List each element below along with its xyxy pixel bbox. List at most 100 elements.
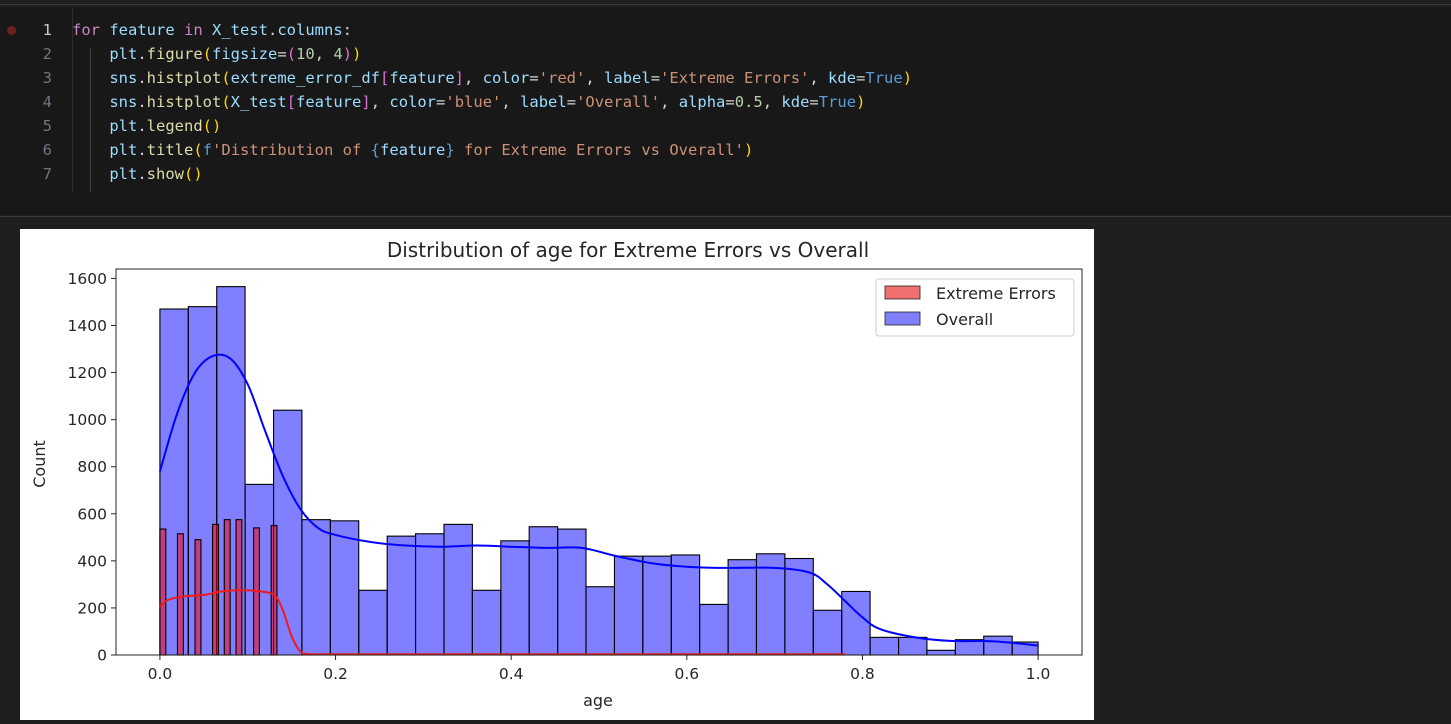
code-token: = — [809, 93, 819, 111]
code-token: ) — [902, 69, 913, 87]
code-token — [72, 165, 109, 183]
histogram-bar-overall — [699, 603, 729, 656]
code-token: . — [137, 45, 147, 63]
histogram-bar-extreme-errors — [159, 528, 167, 656]
histogram-bar-overall — [187, 306, 218, 656]
histogram-bar-overall — [585, 586, 616, 656]
code-token — [72, 69, 109, 87]
code-text[interactable]: plt.legend() — [72, 114, 221, 138]
legend-swatch-extreme-errors — [884, 285, 921, 300]
code-token: ( — [202, 45, 213, 63]
code-token: = — [856, 69, 866, 87]
code-token: feature — [296, 93, 362, 111]
histogram-bar-overall — [812, 609, 843, 656]
legend-swatch-overall — [884, 311, 921, 326]
code-token: = — [566, 93, 577, 111]
code-token: label — [520, 93, 567, 111]
y-tick-label: 600 — [77, 505, 107, 523]
indent-guide — [90, 48, 91, 192]
code-token: 0.5 — [734, 93, 763, 111]
code-text[interactable]: sns.histplot(extreme_error_df[feature], … — [72, 66, 912, 90]
code-token: 'red' — [538, 69, 586, 87]
code-token: plt — [109, 165, 138, 183]
code-token: , — [370, 93, 390, 111]
code-line[interactable]: 5 plt.legend() — [0, 114, 1451, 138]
code-token: ( — [286, 45, 297, 63]
code-text[interactable]: sns.histplot(X_test[feature], color='blu… — [72, 90, 865, 114]
code-token: figsize — [212, 45, 278, 63]
breakpoint-icon[interactable] — [7, 26, 16, 35]
code-token: 'blue' — [445, 93, 502, 111]
code-token: , — [762, 93, 782, 111]
histogram-bar-overall — [471, 589, 502, 656]
code-line[interactable]: 3 sns.histplot(extreme_error_df[feature]… — [0, 66, 1451, 90]
code-token: ) — [856, 93, 866, 111]
line-number: 3 — [42, 69, 52, 87]
y-tick-label: 200 — [77, 599, 107, 617]
code-token: 'Distribution of — [212, 141, 371, 159]
histogram-bar-overall — [557, 528, 587, 656]
histogram-bar-overall — [443, 523, 473, 656]
code-token: . — [137, 117, 147, 135]
code-token: . — [137, 69, 147, 87]
code-token: f — [202, 141, 213, 159]
histogram-bar-extreme-errors — [235, 519, 243, 656]
code-token: title — [146, 141, 194, 159]
y-tick-label: 800 — [77, 458, 107, 476]
y-tick-label: 1200 — [68, 364, 107, 382]
code-token — [72, 93, 109, 111]
code-line[interactable]: 6 plt.title(f'Distribution of {feature} … — [0, 138, 1451, 162]
code-text[interactable]: plt.show() — [72, 162, 202, 186]
histogram-bar-overall — [869, 636, 900, 656]
legend-label-extreme-errors: Extreme Errors — [936, 284, 1056, 303]
histogram-bar-overall — [926, 649, 956, 656]
code-token: , — [501, 93, 521, 111]
histogram-bar-overall — [272, 409, 303, 656]
code-token: histplot — [146, 69, 222, 87]
y-tick-label: 1600 — [68, 270, 107, 288]
line-number: 1 — [42, 21, 52, 39]
code-token: 10 — [296, 45, 315, 63]
histogram-chart: Distribution of age for Extreme Errors v… — [30, 238, 1083, 710]
code-token: = — [277, 45, 287, 63]
extreme-errors-kde-line — [159, 589, 845, 656]
code-cell[interactable]: 1 for feature in X_test.columns: 2 plt.fig… — [0, 7, 1451, 215]
code-token: show — [146, 165, 184, 183]
code-line[interactable]: 2 plt.figure(figsize=(10, 4)) — [0, 42, 1451, 66]
x-tick-label: 0.8 — [850, 665, 875, 683]
code-token: 'Extreme Errors' — [660, 69, 810, 87]
x-axis-label: age — [583, 691, 613, 710]
code-token: ) — [342, 45, 353, 63]
code-token: . — [267, 21, 278, 39]
code-text[interactable]: plt.title(f'Distribution of {feature} fo… — [72, 138, 753, 162]
y-axis-ticks: 0 200 400 600 800 1000 1200 1400 1600 — [68, 270, 116, 665]
y-tick-label: 400 — [77, 552, 107, 570]
code-text[interactable]: for feature in X_test.columns: — [72, 18, 352, 42]
code-token: legend — [146, 117, 203, 135]
code-token: True — [865, 69, 903, 87]
code-token: plt — [109, 141, 138, 159]
code-token: color — [389, 93, 437, 111]
code-token: ( — [193, 141, 203, 159]
code-token: = — [529, 69, 539, 87]
code-line[interactable]: 7 plt.show() — [0, 162, 1451, 186]
code-token: , — [314, 45, 334, 63]
code-token: [ — [379, 69, 390, 87]
code-token: 4 — [333, 45, 343, 63]
code-line[interactable]: 4 sns.histplot(X_test[feature], color='b… — [0, 90, 1451, 114]
code-token: label — [604, 69, 651, 87]
histogram-bar-overall — [670, 554, 701, 656]
line-number: 6 — [42, 141, 52, 159]
code-text[interactable]: plt.figure(figsize=(10, 4)) — [72, 42, 361, 66]
chart-title: Distribution of age for Extreme Errors v… — [387, 238, 869, 262]
histogram-bar-extreme-errors — [270, 524, 278, 656]
code-token: X_test — [230, 93, 287, 111]
line-number-gutter — [0, 7, 73, 192]
code-token: feature — [380, 141, 446, 159]
code-token: = — [725, 93, 735, 111]
histogram-bar-overall — [642, 555, 672, 656]
line-number: 5 — [42, 117, 52, 135]
histogram-bar-overall — [528, 526, 559, 656]
code-token: histplot — [146, 93, 222, 111]
code-line[interactable]: 1 for feature in X_test.columns: — [0, 18, 1451, 42]
